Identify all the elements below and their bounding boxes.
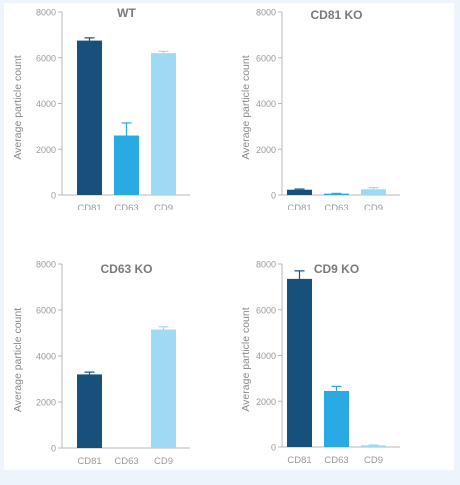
- bar-cd9: [361, 445, 386, 447]
- y-tick-label: 8000: [36, 260, 56, 270]
- bar-cd63: [114, 135, 139, 195]
- bar-cd81: [77, 40, 102, 195]
- y-tick-label: 2000: [256, 397, 276, 407]
- y-tick-label: 6000: [256, 53, 276, 63]
- bar-cd63: [324, 390, 349, 447]
- bar-cd81: [287, 278, 312, 447]
- x-tick-label: CD9: [364, 203, 383, 210]
- x-tick-label: CD81: [77, 203, 101, 210]
- y-tick-label: 4000: [36, 99, 56, 109]
- y-axis-label: Average particle count: [12, 308, 24, 412]
- y-tick-label: 2000: [36, 145, 56, 155]
- y-tick-label: 2000: [256, 145, 276, 155]
- bar-cd9: [361, 189, 386, 195]
- x-tick-label: CD81: [287, 203, 311, 210]
- x-tick-label: CD63: [324, 455, 348, 466]
- chart-svg: 0 2000 4000 6000 8000 Average particle count C…: [240, 8, 400, 214]
- chart-svg: 0 2000 4000 6000 8000 Average particle count C…: [12, 260, 190, 467]
- chart-svg: 0 2000 4000 6000 8000 Average particle count W…: [12, 6, 190, 214]
- y-tick-label: 0: [51, 191, 56, 201]
- x-tick-label: CD81: [77, 456, 101, 467]
- chart-panel-cd9-ko: 0 2000 4000 6000 8000 Average particle count C…: [232, 255, 454, 470]
- bar-cd81: [77, 374, 102, 448]
- y-tick-label: 4000: [256, 351, 276, 361]
- y-tick-label: 6000: [256, 305, 276, 315]
- y-tick-label: 8000: [36, 8, 56, 18]
- chart-panel-cd63-ko: 0 2000 4000 6000 8000 Average particle count C…: [4, 255, 229, 470]
- figure: 0 2000 4000 6000 8000 Average particle count W…: [4, 3, 454, 470]
- y-tick-label: 0: [271, 443, 276, 453]
- chart-title: CD81 KO: [310, 8, 362, 22]
- bar-cd81: [287, 189, 312, 195]
- y-tick-label: 6000: [36, 53, 56, 63]
- y-tick-label: 8000: [256, 260, 276, 270]
- y-axis-label: Average particle count: [240, 307, 252, 411]
- y-axis-label: Average particle count: [240, 55, 252, 159]
- x-tick-label: CD63: [324, 203, 348, 210]
- y-tick-label: 4000: [36, 352, 56, 362]
- x-tick-label: CD63: [114, 456, 138, 467]
- y-tick-label: 2000: [36, 398, 56, 408]
- y-tick-label: 4000: [256, 99, 276, 109]
- y-tick-label: 8000: [256, 8, 276, 18]
- x-tick-label: CD9: [154, 203, 173, 210]
- bar-cd9: [151, 329, 176, 448]
- chart-title: CD9 KO: [314, 262, 359, 276]
- chart-title: WT: [117, 6, 136, 20]
- x-tick-label: CD81: [287, 455, 311, 466]
- y-tick-label: 0: [51, 444, 56, 454]
- bar-cd9: [151, 53, 176, 195]
- y-tick-label: 6000: [36, 306, 56, 316]
- chart-panel-wt: 0 2000 4000 6000 8000 Average particle count W…: [4, 3, 229, 214]
- bar-cd63: [324, 193, 349, 195]
- x-tick-label: CD63: [114, 203, 138, 210]
- chart-svg: 0 2000 4000 6000 8000 Average particle count C…: [240, 260, 400, 466]
- x-tick-label: CD9: [154, 456, 173, 467]
- chart-title: CD63 KO: [100, 262, 152, 276]
- chart-panel-cd81-ko: 0 2000 4000 6000 8000 Average particle count C…: [232, 3, 454, 214]
- y-tick-label: 0: [271, 191, 276, 201]
- x-tick-label: CD9: [364, 455, 383, 466]
- y-axis-label: Average particle count: [12, 55, 24, 159]
